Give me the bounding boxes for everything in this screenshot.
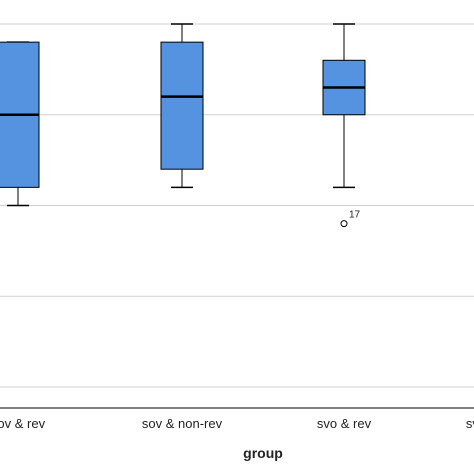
x-tick-label: sov & non-rev bbox=[142, 416, 223, 431]
x-tick-label: svo & rev bbox=[317, 416, 372, 431]
x-axis-title: group bbox=[243, 445, 283, 461]
outlier-point bbox=[340, 220, 348, 228]
box-svo-rev bbox=[322, 23, 366, 189]
gridlines bbox=[0, 23, 474, 388]
iqr-box bbox=[160, 41, 204, 170]
box-sov-non-rev bbox=[160, 23, 204, 189]
box-sov-rev bbox=[0, 41, 40, 207]
boxes: 17 bbox=[0, 23, 366, 228]
outlier-label: 17 bbox=[349, 210, 361, 221]
x-tick-labels: sov & rev sov & non-rev svo & rev svo & non… bbox=[0, 416, 474, 431]
x-tick-label: sov & rev bbox=[0, 416, 46, 431]
x-tick-label: svo & non-rev bbox=[466, 416, 474, 431]
